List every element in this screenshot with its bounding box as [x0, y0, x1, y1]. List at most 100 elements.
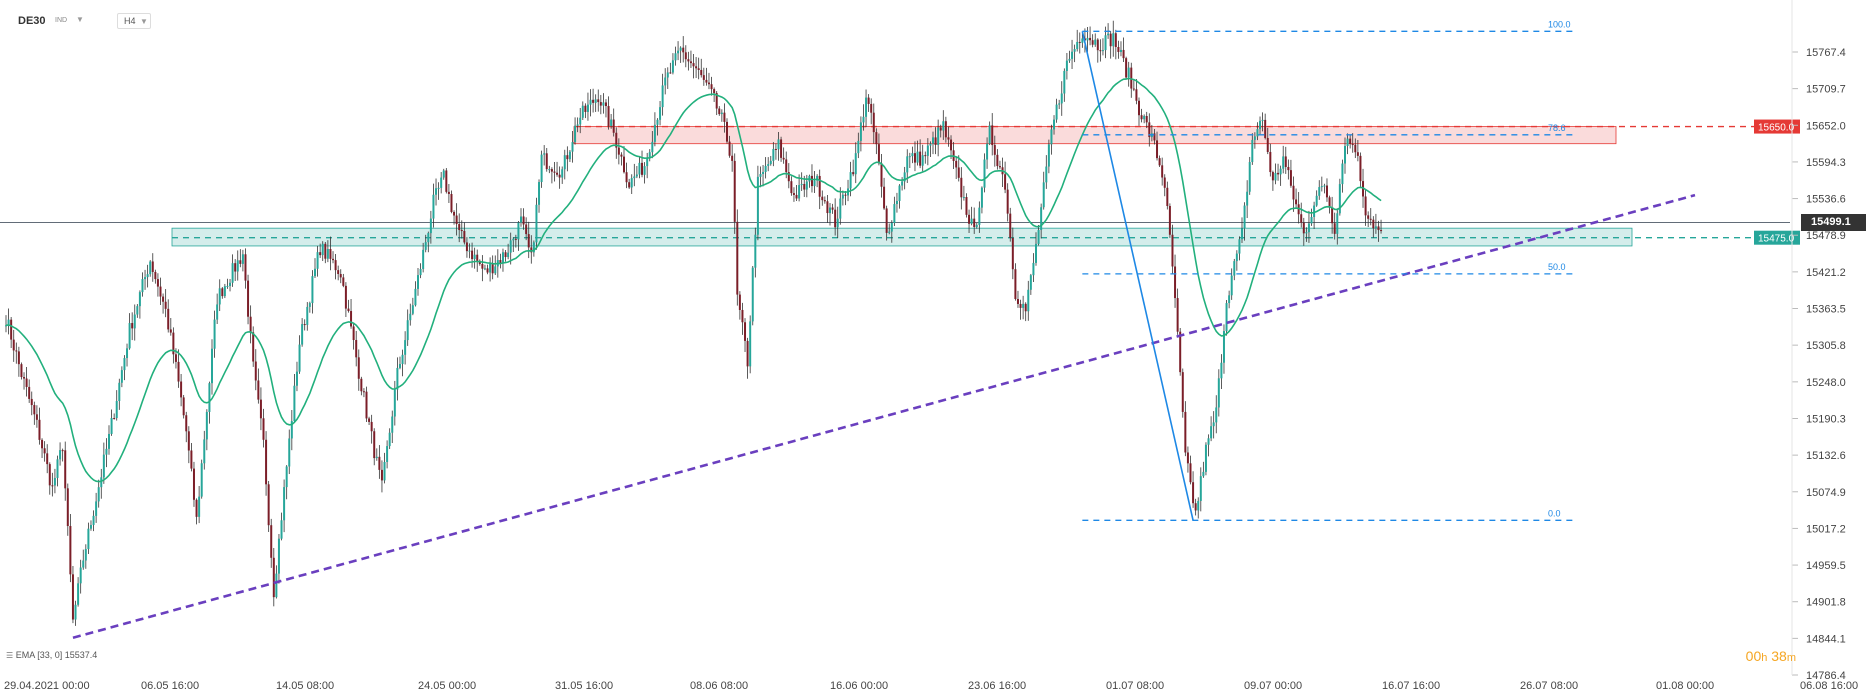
candle-body — [275, 573, 278, 598]
candle-body — [702, 75, 705, 80]
candle-body — [507, 252, 510, 258]
candle-body — [1271, 172, 1274, 181]
candle-body — [241, 254, 244, 264]
candle-body — [280, 520, 283, 539]
candle-body — [352, 326, 355, 341]
timeframe-select[interactable]: H4 ▼ — [117, 13, 151, 29]
candle-body — [393, 389, 396, 417]
candle-body — [1119, 49, 1122, 52]
x-tick-label: 06.08 16:00 — [1800, 680, 1858, 692]
candle-body — [41, 439, 44, 449]
candle-body — [455, 215, 458, 225]
candle-body — [244, 254, 247, 281]
candle-body — [319, 252, 322, 256]
candle-body — [741, 309, 744, 323]
x-tick-label: 31.05 16:00 — [555, 680, 613, 692]
candle-body — [458, 224, 461, 231]
candle-body — [1225, 303, 1228, 332]
candle-body — [1045, 166, 1048, 183]
candle-body — [610, 119, 613, 126]
candle-body — [767, 164, 770, 166]
candle-body — [1305, 232, 1308, 234]
symbol-label[interactable]: DE30 — [18, 15, 46, 27]
candle-body — [903, 172, 906, 182]
candle-body — [1197, 500, 1200, 511]
candle-body — [1107, 33, 1110, 36]
candle-body — [821, 196, 824, 201]
candle-body — [826, 201, 829, 214]
candle-body — [731, 155, 734, 161]
chart-toolbar: DE30 IND ▼ H4 ▼ — [0, 0, 1100, 40]
candle-body — [136, 306, 139, 315]
candle-body — [602, 102, 605, 106]
chevron-down-icon[interactable]: ▼ — [76, 15, 84, 24]
candle-body — [715, 93, 718, 109]
candle-body — [1256, 129, 1259, 137]
y-tick-label: 14844.1 — [1806, 633, 1846, 645]
candle-body — [970, 218, 973, 224]
candle-body — [1065, 60, 1068, 71]
candle-body — [169, 329, 172, 333]
candle-body — [440, 177, 443, 188]
candle-body — [131, 323, 134, 329]
resistance-label: 15650.0 — [1754, 119, 1800, 134]
candle-body — [697, 68, 700, 70]
candle-body — [28, 386, 31, 399]
candle-body — [272, 557, 275, 598]
candle-body — [710, 84, 713, 90]
candle-body — [226, 285, 229, 287]
candle-body — [720, 112, 723, 115]
candle-body — [520, 216, 522, 223]
candle-body — [398, 364, 401, 368]
candle-body — [854, 153, 857, 175]
candle-body — [1058, 103, 1061, 105]
candle-body — [265, 439, 268, 485]
candle-body — [259, 399, 262, 419]
candle-body — [947, 137, 950, 140]
candle-body — [491, 263, 494, 274]
candle-body — [844, 194, 847, 196]
candle-body — [798, 185, 801, 199]
candle-body — [991, 125, 994, 146]
candle-body — [347, 308, 350, 312]
ema-legend[interactable]: ☰ EMA [33, 0] 15537.4 — [6, 650, 97, 660]
candle-body — [82, 560, 85, 568]
candle-body — [30, 398, 33, 406]
candle-body — [857, 140, 860, 154]
support-label: 15475.0 — [1754, 230, 1800, 245]
candle-body — [834, 209, 837, 228]
candle-body — [623, 156, 625, 173]
candle-body — [1287, 166, 1290, 171]
candle-body — [1158, 158, 1161, 166]
candle-body — [1089, 37, 1092, 41]
candle-body — [926, 145, 929, 156]
candle-body — [236, 260, 239, 272]
candle-body — [769, 160, 772, 165]
candle-body — [216, 304, 219, 320]
candle-body — [916, 151, 919, 163]
candle-body — [669, 72, 672, 74]
candle-body — [1009, 213, 1012, 239]
candle-body — [362, 391, 365, 393]
candle-body — [759, 173, 762, 177]
y-tick-label: 15017.2 — [1806, 523, 1846, 535]
candle-body — [460, 230, 463, 232]
candle-body — [316, 252, 319, 269]
indicator-settings-icon[interactable]: ☰ — [6, 651, 14, 660]
x-tick-label: 24.05 00:00 — [418, 680, 476, 692]
candle-body — [1325, 185, 1328, 198]
candle-body — [1341, 163, 1344, 185]
candle-body — [373, 431, 376, 459]
candle-body — [105, 448, 108, 455]
candle-body — [877, 144, 880, 164]
candle-body — [975, 224, 978, 228]
candle-body — [1127, 67, 1130, 78]
candle-body — [911, 153, 914, 157]
candle-body — [149, 261, 152, 275]
candle-body — [988, 125, 991, 144]
candle-body — [867, 97, 870, 104]
candle-body — [726, 121, 728, 142]
candle-body — [1318, 187, 1321, 196]
candle-body — [1006, 189, 1009, 214]
